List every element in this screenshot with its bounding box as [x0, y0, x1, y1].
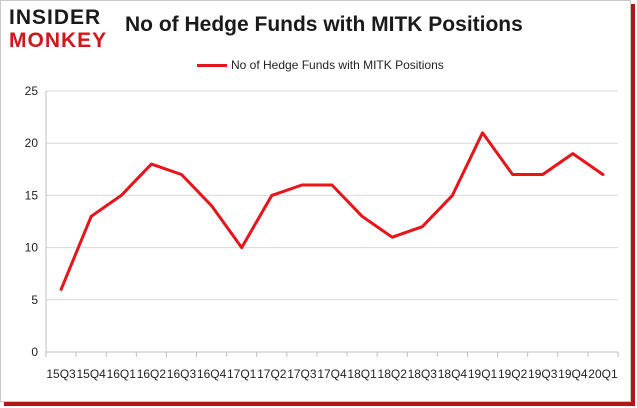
data-point: [270, 194, 273, 197]
data-point: [601, 173, 605, 176]
x-tick-label: 19Q1: [468, 367, 498, 381]
x-tick-label: 17Q3: [287, 367, 317, 381]
series-line: [59, 131, 605, 291]
x-tick-label: 18Q4: [438, 367, 468, 381]
data-point: [89, 215, 93, 218]
y-tick-label: 0: [31, 345, 38, 359]
x-tick-label: 16Q1: [107, 367, 137, 381]
x-tick-label: 19Q4: [558, 367, 588, 381]
x-tick-label: 16Q2: [137, 367, 167, 381]
logo-line-insider: INSIDER: [9, 6, 102, 29]
data-point: [421, 225, 424, 228]
y-tick-label: 10: [25, 241, 39, 255]
x-tick-label: 20Q1: [588, 367, 618, 381]
y-tick-label: 15: [25, 188, 39, 202]
data-point: [300, 183, 304, 187]
logo-line-monkey: MONKEY: [9, 29, 108, 52]
data-point: [120, 194, 123, 197]
chart-title: No of Hedge Funds with MITK Positions: [125, 13, 523, 36]
x-tick-label: 18Q2: [378, 367, 408, 381]
data-point: [330, 183, 334, 187]
x-tick-label: 19Q2: [498, 367, 528, 381]
data-point: [451, 194, 454, 197]
data-point: [240, 246, 243, 249]
data-point: [481, 131, 484, 134]
data-point: [511, 173, 514, 176]
data-point: [210, 204, 213, 208]
data-point: [571, 152, 575, 155]
x-tick-label: 16Q4: [197, 367, 227, 381]
y-tick-label: 5: [31, 293, 38, 307]
chart-legend: No of Hedge Funds with MITK Positions: [197, 56, 444, 74]
insider-monkey-logo: INSIDER MONKEY: [9, 5, 121, 55]
data-point: [360, 215, 364, 218]
x-tick-label: 17Q4: [317, 367, 347, 381]
data-point: [180, 173, 183, 176]
x-tick-label: 19Q3: [528, 367, 558, 381]
x-tick-label: 16Q3: [167, 367, 197, 381]
y-tick-label: 20: [25, 136, 39, 150]
legend-swatch: [197, 63, 227, 67]
x-tick-label: 17Q2: [257, 367, 287, 381]
x-tick-label: 15Q3: [46, 367, 76, 381]
chart-frame: INSIDER MONKEY No of Hedge Funds with MI…: [0, 0, 631, 402]
data-point: [59, 288, 63, 291]
legend-label: No of Hedge Funds with MITK Positions: [231, 58, 444, 72]
x-tick-label: 18Q3: [408, 367, 438, 381]
data-point: [391, 235, 394, 239]
x-tick-label: 17Q1: [227, 367, 257, 381]
x-tick-label: 15Q4: [76, 367, 106, 381]
x-tick-label: 18Q1: [347, 367, 377, 381]
data-point: [150, 162, 153, 166]
data-point: [541, 173, 544, 176]
y-tick-label: 25: [25, 84, 39, 98]
